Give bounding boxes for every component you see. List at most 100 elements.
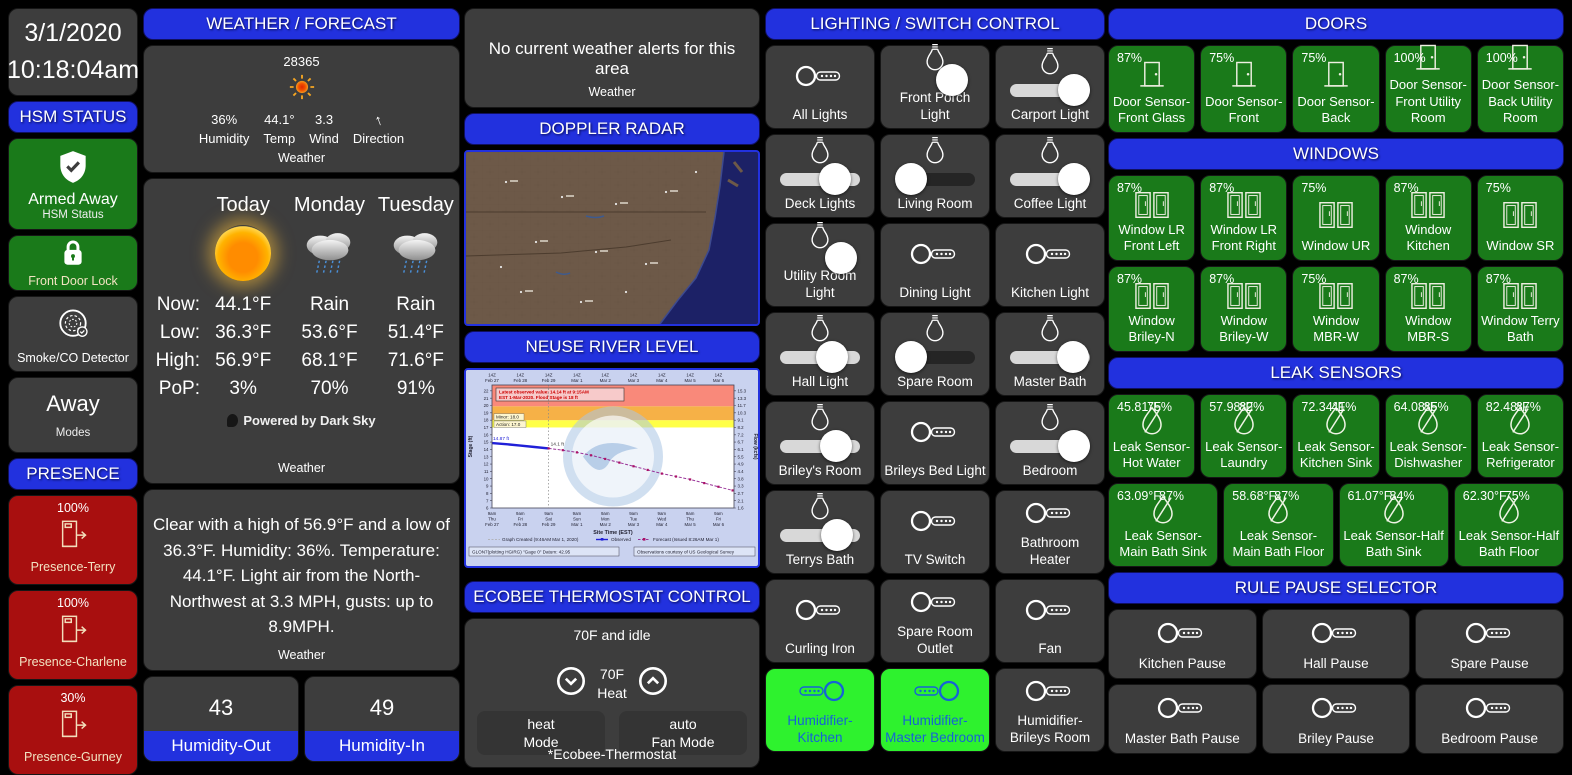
fan-mode-button[interactable]: auto Fan Mode <box>619 710 747 755</box>
window-sensor-window-briley-w[interactable]: 87% Window Briley-W <box>1200 266 1288 352</box>
humidity-in-tile[interactable]: 49 Humidity-In <box>304 676 460 762</box>
toggle-off-icon[interactable] <box>1311 685 1361 731</box>
dimmer-slider[interactable] <box>780 163 860 196</box>
slider-thumb[interactable] <box>825 242 857 275</box>
presence-tile-charlene[interactable]: 100% Presence-Charlene <box>8 590 138 680</box>
dimmer-slider[interactable] <box>1010 341 1090 374</box>
light-tile-humidifier-brileys-room[interactable]: Humidifier-Brileys Room <box>995 668 1105 752</box>
toggle-off-icon[interactable] <box>1025 669 1075 713</box>
light-tile-coffee-light[interactable]: Coffee Light <box>995 134 1105 218</box>
door-sensor-door-sensor-front[interactable]: 75% Door Sensor-Front <box>1200 45 1288 133</box>
window-sensor-window-sr[interactable]: 75% Window SR <box>1476 175 1564 261</box>
window-sensor-window-terry-bath[interactable]: 87% Window Terry Bath <box>1476 266 1564 352</box>
toggle-off-icon[interactable] <box>910 402 960 463</box>
setpoint-down-button[interactable] <box>555 665 587 702</box>
toggle-off-icon[interactable] <box>1157 685 1207 731</box>
light-tile-bedroom[interactable]: Bedroom <box>995 401 1105 485</box>
dimmer-slider[interactable] <box>780 519 860 552</box>
rule-pause-briley-pause[interactable]: Briley Pause <box>1261 684 1411 754</box>
leak-sensor-leak-sensor-hot-water[interactable]: 45.81°F 75% Leak Sensor-Hot Water <box>1108 394 1196 478</box>
light-tile-front-porch-light[interactable]: Front Porch Light <box>880 44 990 129</box>
leak-sensor-leak-sensor-main-bath-sink[interactable]: 63.09°F 87% Leak Sensor-Main Bath Sink <box>1108 483 1219 567</box>
toggle-off-icon[interactable] <box>910 491 960 552</box>
slider-thumb[interactable] <box>820 430 852 463</box>
slider-thumb[interactable] <box>819 163 851 196</box>
rule-pause-kitchen-pause[interactable]: Kitchen Pause <box>1108 609 1257 679</box>
light-tile-humidifier-master-bedroom[interactable]: Humidifier-Master Bedroom <box>880 668 990 752</box>
window-sensor-window-lr-front-right[interactable]: 87% Window LR Front Right <box>1200 175 1288 261</box>
light-tile-terrys-bath[interactable]: Terrys Bath <box>765 490 875 574</box>
presence-tile-gurney[interactable]: 30% Presence-Gurney <box>8 685 138 775</box>
mode-tile[interactable]: Away Modes <box>8 377 138 453</box>
slider-thumb[interactable] <box>1058 74 1090 107</box>
presence-tile-terry[interactable]: 100% Presence-Terry <box>8 495 138 585</box>
rule-pause-master-bath-pause[interactable]: Master Bath Pause <box>1108 684 1257 754</box>
toggle-off-icon[interactable] <box>1157 610 1207 656</box>
toggle-off-icon[interactable] <box>910 224 960 285</box>
hvac-mode-button[interactable]: heat Mode <box>477 710 605 755</box>
toggle-off-icon[interactable] <box>910 580 960 624</box>
light-tile-humidifier-kitchen[interactable]: Humidifier-Kitchen <box>765 668 875 752</box>
door-sensor-door-sensor-front-utility-room[interactable]: 100% Door Sensor-Front Utility Room <box>1384 45 1472 133</box>
toggle-off-icon[interactable] <box>1311 610 1361 656</box>
light-tile-tv-switch[interactable]: TV Switch <box>880 490 990 574</box>
leak-sensor-leak-sensor-refrigerator[interactable]: 82.48°F 87% Leak Sensor-Refrigerator <box>1476 394 1564 478</box>
rule-pause-spare-pause[interactable]: Spare Pause <box>1415 609 1564 679</box>
door-sensor-door-sensor-back[interactable]: 75% Door Sensor-Back <box>1292 45 1380 133</box>
dimmer-slider[interactable] <box>1010 163 1090 196</box>
light-tile-dining-light[interactable]: Dining Light <box>880 223 990 307</box>
leak-sensor-leak-sensor-laundry[interactable]: 57.98°F 82% Leak Sensor-Laundry <box>1200 394 1288 478</box>
leak-sensor-leak-sensor-kitchen-sink[interactable]: 72.34°F 41% Leak Sensor-Kitchen Sink <box>1292 394 1380 478</box>
light-tile-briley-s-room[interactable]: Briley's Room <box>765 401 875 485</box>
window-sensor-window-lr-front-left[interactable]: 87% Window LR Front Left <box>1108 175 1196 261</box>
toggle-off-icon[interactable] <box>795 580 845 641</box>
leak-sensor-leak-sensor-half-bath-sink[interactable]: 61.07°F 84% Leak Sensor-Half Bath Sink <box>1338 483 1449 567</box>
toggle-off-icon[interactable] <box>795 46 845 107</box>
slider-thumb[interactable] <box>936 64 968 97</box>
rule-pause-bedroom-pause[interactable]: Bedroom Pause <box>1415 684 1564 754</box>
light-tile-brileys-bed-light[interactable]: Brileys Bed Light <box>880 401 990 485</box>
leak-sensor-leak-sensor-dishwasher[interactable]: 64.08°F 85% Leak Sensor-Dishwasher <box>1384 394 1472 478</box>
light-tile-kitchen-light[interactable]: Kitchen Light <box>995 223 1105 307</box>
toggle-off-icon[interactable] <box>1025 224 1075 285</box>
window-sensor-window-ur[interactable]: 75% Window UR <box>1292 175 1380 261</box>
dimmer-slider[interactable] <box>895 163 975 196</box>
window-sensor-window-kitchen[interactable]: 87% Window Kitchen <box>1384 175 1472 261</box>
slider-thumb[interactable] <box>821 519 853 552</box>
leak-sensor-leak-sensor-half-bath-floor[interactable]: 62.30°F 75% Leak Sensor-Half Bath Floor <box>1453 483 1564 567</box>
light-tile-living-room[interactable]: Living Room <box>880 134 990 218</box>
light-tile-utility-room-light[interactable]: Utility Room Light <box>765 222 875 307</box>
toggle-on-icon[interactable] <box>910 669 960 713</box>
dimmer-slider[interactable] <box>1010 430 1090 463</box>
light-tile-fan[interactable]: Fan <box>995 579 1105 663</box>
slider-thumb[interactable] <box>1057 341 1089 374</box>
light-tile-hall-light[interactable]: Hall Light <box>765 312 875 396</box>
light-tile-all-lights[interactable]: All Lights <box>765 45 875 129</box>
toggle-on-icon[interactable] <box>795 669 845 713</box>
humidity-out-tile[interactable]: 43 Humidity-Out <box>143 676 299 762</box>
light-tile-bathroom-heater[interactable]: Bathroom Heater <box>995 490 1105 574</box>
window-sensor-window-mbr-s[interactable]: 87% Window MBR-S <box>1384 266 1472 352</box>
front-door-lock-tile[interactable]: Front Door Lock <box>8 235 138 291</box>
window-sensor-window-briley-n[interactable]: 87% Window Briley-N <box>1108 266 1196 352</box>
toggle-off-icon[interactable] <box>1465 685 1515 731</box>
slider-thumb[interactable] <box>816 341 848 374</box>
dimmer-slider[interactable] <box>780 341 860 374</box>
light-tile-carport-light[interactable]: Carport Light <box>995 45 1105 129</box>
light-tile-spare-room[interactable]: Spare Room <box>880 312 990 396</box>
toggle-off-icon[interactable] <box>1465 610 1515 656</box>
smoke-detector-tile[interactable]: Smoke/CO Detector <box>8 296 138 372</box>
setpoint-up-button[interactable] <box>637 665 669 702</box>
slider-thumb[interactable] <box>1058 430 1090 463</box>
light-tile-deck-lights[interactable]: Deck Lights <box>765 134 875 218</box>
dimmer-slider[interactable] <box>1010 74 1090 107</box>
slider-thumb[interactable] <box>1058 163 1090 196</box>
toggle-off-icon[interactable] <box>1025 580 1075 641</box>
toggle-off-icon[interactable] <box>1025 491 1075 535</box>
light-tile-spare-room-outlet[interactable]: Spare Room Outlet <box>880 579 990 663</box>
light-tile-master-bath[interactable]: Master Bath <box>995 312 1105 396</box>
rule-pause-hall-pause[interactable]: Hall Pause <box>1261 609 1411 679</box>
window-sensor-window-mbr-w[interactable]: 75% Window MBR-W <box>1292 266 1380 352</box>
slider-thumb[interactable] <box>895 163 927 196</box>
door-sensor-door-sensor-back-utility-room[interactable]: 100% Door Sensor-Back Utility Room <box>1476 45 1564 133</box>
